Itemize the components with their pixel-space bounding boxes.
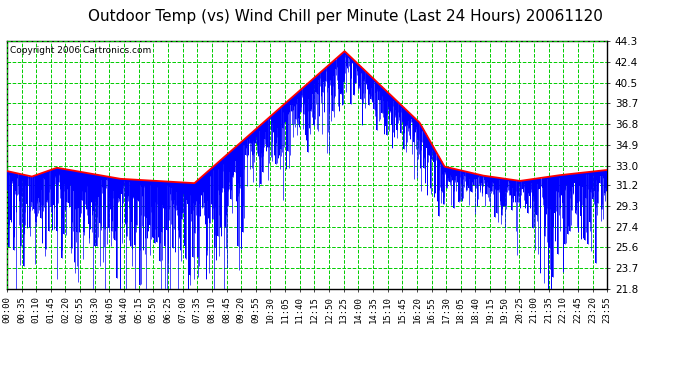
Text: Copyright 2006 Cartronics.com: Copyright 2006 Cartronics.com	[10, 46, 151, 55]
Text: Outdoor Temp (vs) Wind Chill per Minute (Last 24 Hours) 20061120: Outdoor Temp (vs) Wind Chill per Minute …	[88, 9, 602, 24]
